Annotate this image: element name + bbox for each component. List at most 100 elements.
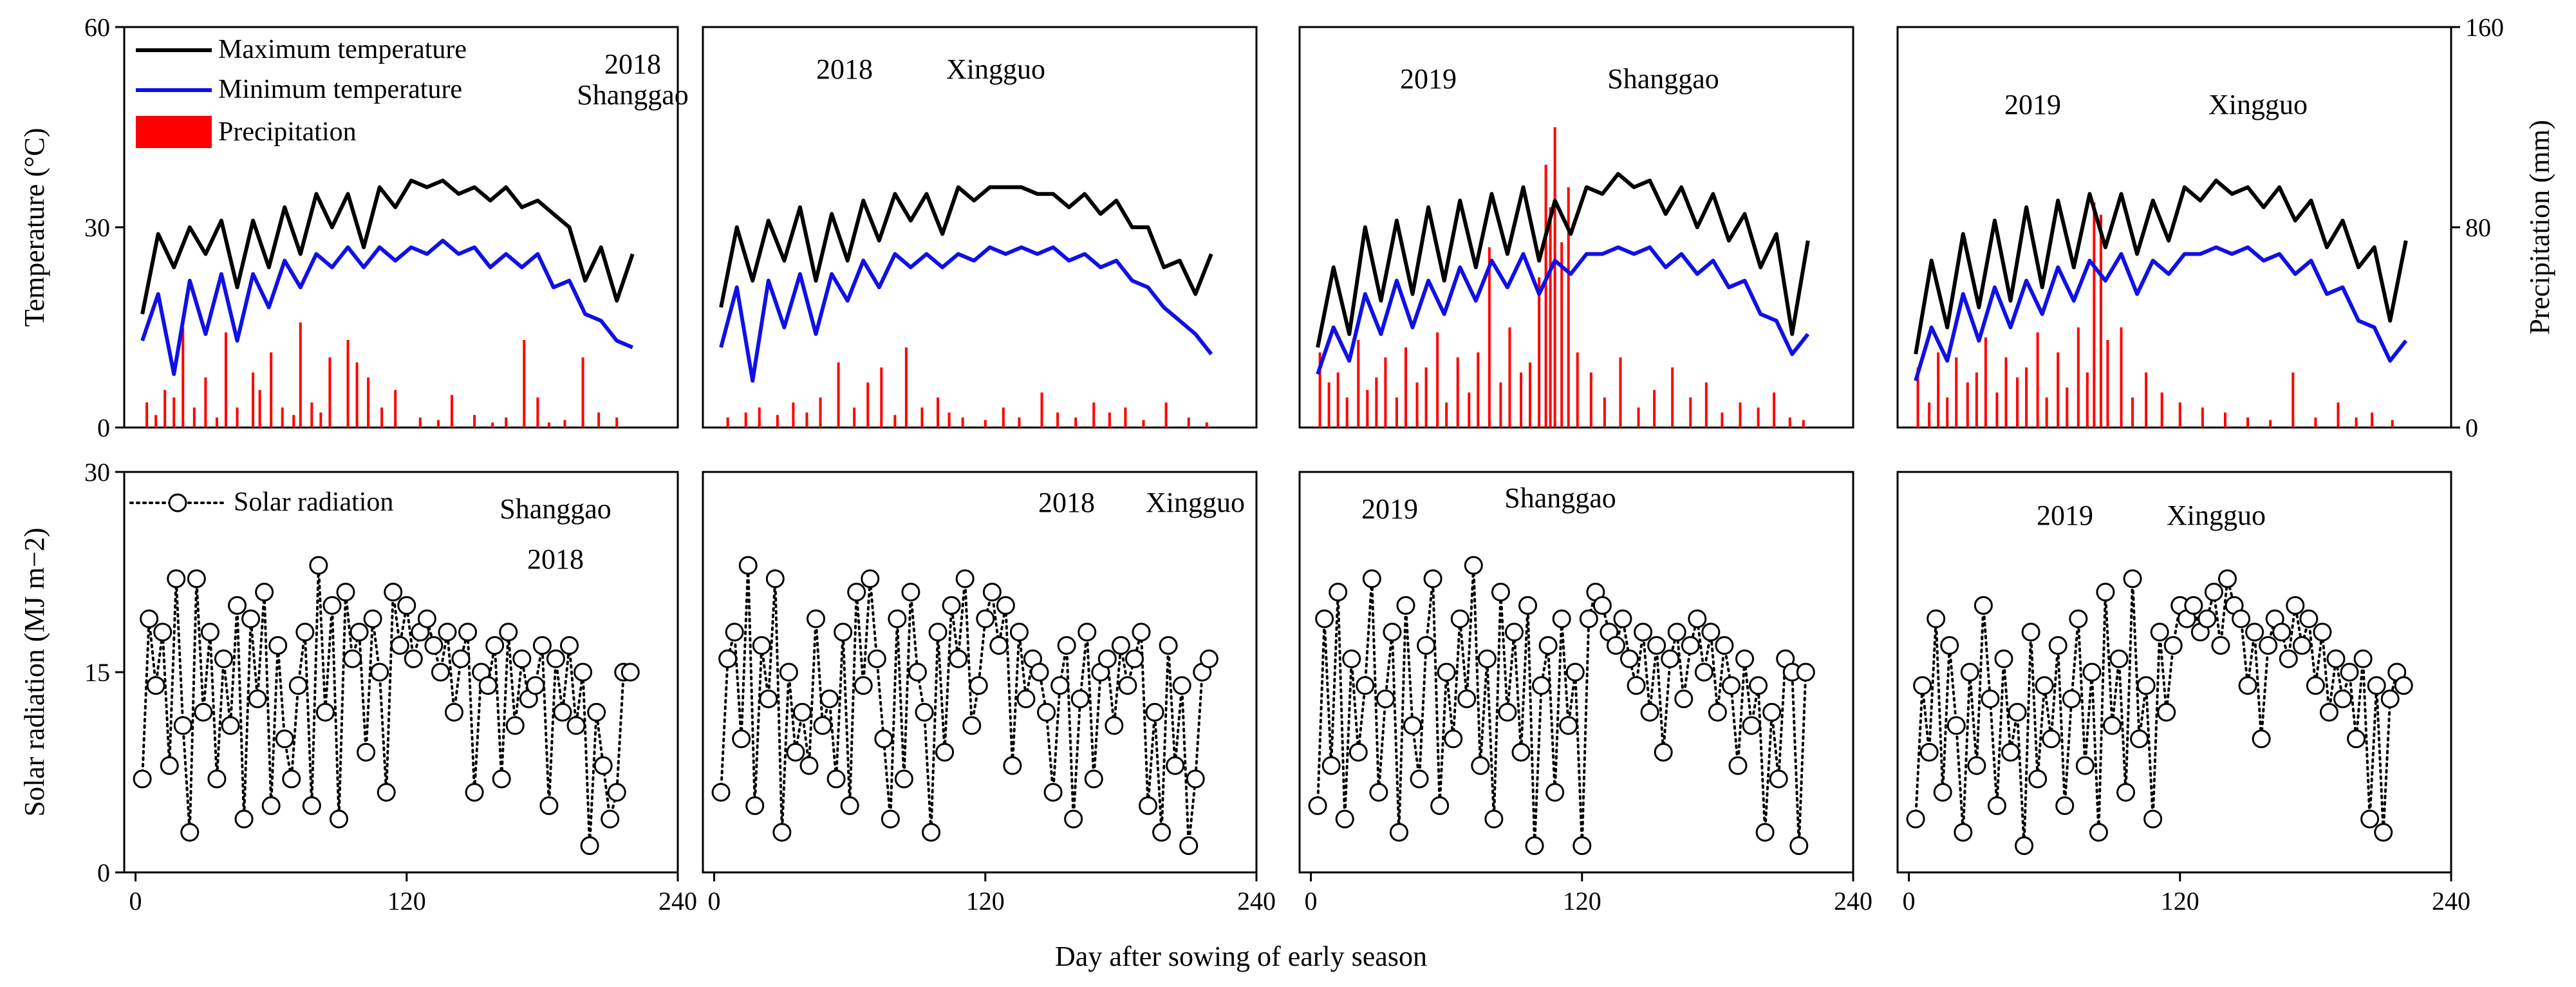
panel-5: 0 15 30 0 120 240 Solar radiation (MJ m−2) Shan…: [19, 458, 697, 916]
solar-point: [255, 583, 274, 602]
solar-point: [221, 716, 240, 735]
solar-point: [1579, 609, 1598, 628]
precip-bar: [563, 420, 566, 428]
precip-bar: [2201, 407, 2204, 428]
precip-bar: [1955, 357, 1958, 428]
precip-bar: [1187, 417, 1190, 428]
panel-8: 0 120 240 2019 Xingguo: [1896, 471, 2470, 916]
solar-point: [532, 636, 552, 655]
solar-point: [363, 609, 382, 628]
solar-point: [881, 809, 900, 829]
solar-point: [1349, 742, 1368, 762]
precip-bar: [1357, 339, 1360, 428]
min-temp-line: [1316, 245, 1810, 375]
solar-point: [1919, 742, 1939, 762]
solar-point: [1559, 716, 1578, 735]
precip-bar: [1689, 397, 1692, 428]
solar-point: [799, 756, 819, 775]
solar-point: [935, 742, 955, 762]
precip-bar: [1395, 397, 1398, 428]
y-axis-label: Temperature (°C): [19, 128, 50, 327]
solar-point: [1491, 583, 1510, 602]
solar-point: [2123, 569, 2142, 588]
solar-point: [492, 769, 511, 789]
x-tick-label: 0: [1903, 887, 1916, 916]
panel-frame: [702, 26, 1258, 429]
solar-point: [2157, 702, 2176, 722]
precip-bar: [1205, 422, 1208, 428]
solar-point: [1960, 663, 1979, 682]
precip-bar: [2371, 412, 2374, 428]
solar-point: [404, 649, 423, 668]
precip-bar: [204, 377, 207, 428]
solar-point: [2102, 716, 2122, 735]
solar-point: [2333, 689, 2353, 708]
solar-point: [1927, 609, 1946, 628]
solar-point: [478, 676, 498, 695]
solar-point: [1457, 689, 1477, 708]
panel-title-line: 2019: [2037, 500, 2093, 531]
precip-bar: [2178, 402, 2181, 428]
solar-point: [1525, 836, 1544, 856]
precip-bar: [1773, 392, 1776, 428]
solar-point: [384, 583, 403, 602]
precip-bar: [837, 362, 840, 428]
precip-bar: [163, 390, 167, 428]
y-right-tick-label: 80: [2465, 213, 2491, 242]
y-axis-label: Solar radiation (MJ m−2): [19, 528, 50, 817]
precip-bar: [1040, 392, 1043, 428]
solar-point: [976, 609, 995, 628]
precip-bar: [1653, 390, 1656, 428]
solar-point: [587, 702, 606, 722]
solar-point: [1477, 649, 1497, 668]
y-tick-label: 30: [84, 213, 110, 242]
precip-bar: [1002, 407, 1005, 428]
solar-point: [1545, 783, 1565, 802]
solar-point: [315, 702, 335, 722]
solar-point: [1721, 676, 1741, 695]
precip-bar: [744, 412, 747, 428]
panel-title-line: 2018: [816, 53, 873, 85]
solar-point: [1356, 676, 1375, 695]
solar-point: [1084, 769, 1103, 789]
solar-point: [792, 702, 812, 722]
precip-bar: [776, 415, 779, 428]
solar-point: [546, 649, 565, 668]
x-tick-label: 240: [658, 887, 697, 916]
solar-point: [2204, 583, 2223, 602]
solar-point: [261, 796, 281, 815]
panel-3: 2019 Shanggao: [1298, 26, 1854, 429]
solar-point: [745, 796, 765, 815]
solar-point: [955, 569, 975, 588]
solar-point: [2015, 836, 2034, 856]
precip-bar: [1589, 372, 1592, 428]
solar-point: [711, 783, 731, 802]
solar-point: [160, 756, 179, 775]
solar-point: [834, 623, 853, 642]
solar-point: [187, 569, 206, 588]
precip-bar: [1318, 352, 1321, 428]
solar-point: [1450, 609, 1470, 628]
solar-point: [2272, 623, 2291, 642]
solar-point: [1592, 596, 1612, 615]
precip-bar: [310, 402, 313, 428]
precip-bar: [2036, 332, 2039, 428]
precip-bar: [1619, 357, 1622, 428]
precip-bar: [792, 402, 795, 428]
solar-point: [989, 636, 1009, 655]
solar-point: [847, 583, 866, 602]
precip-bar: [1928, 402, 1931, 428]
precip-bar: [299, 322, 302, 428]
precip-bar: [1739, 402, 1742, 428]
precip-bar: [450, 395, 453, 428]
solar-point: [1940, 636, 1959, 655]
solar-point: [1097, 649, 1117, 668]
solar-point: [2217, 569, 2237, 588]
solar-point: [1369, 783, 1388, 802]
panel-title-line: Shanggao: [499, 493, 611, 525]
solar-point: [1484, 809, 1504, 829]
solar-point: [465, 783, 484, 802]
solar-point: [1946, 716, 1966, 735]
precip-bar: [1074, 417, 1078, 428]
solar-point: [1335, 809, 1354, 829]
